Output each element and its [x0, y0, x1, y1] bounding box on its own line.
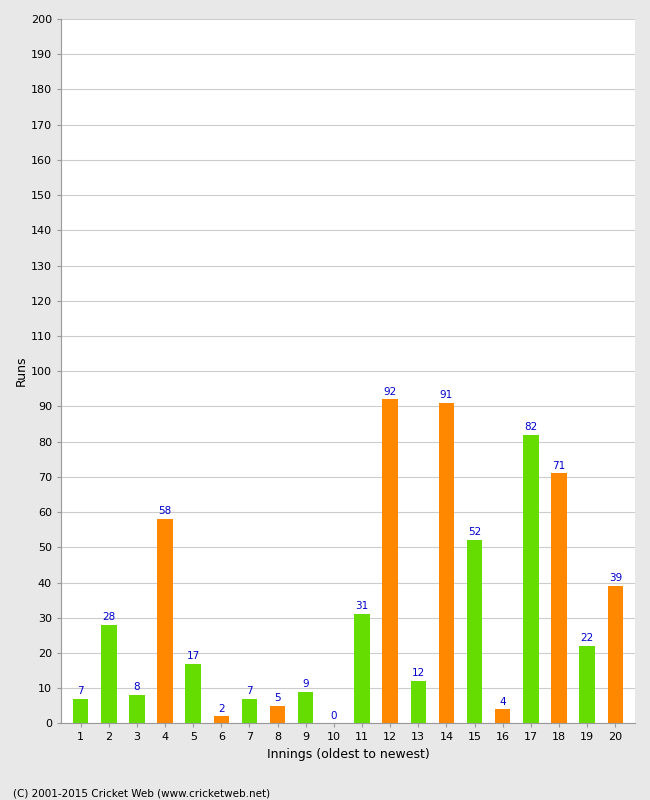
Bar: [129, 695, 145, 723]
Bar: [214, 716, 229, 723]
Text: 31: 31: [356, 602, 369, 611]
Text: 91: 91: [440, 390, 453, 400]
Text: 9: 9: [302, 679, 309, 689]
Text: (C) 2001-2015 Cricket Web (www.cricketweb.net): (C) 2001-2015 Cricket Web (www.cricketwe…: [13, 788, 270, 798]
Text: 71: 71: [552, 461, 566, 470]
Bar: [73, 698, 88, 723]
Text: 92: 92: [384, 386, 396, 397]
Text: 39: 39: [608, 574, 622, 583]
Text: 5: 5: [274, 693, 281, 703]
Text: 8: 8: [134, 682, 140, 693]
Text: 2: 2: [218, 703, 225, 714]
Text: 22: 22: [580, 633, 594, 643]
Text: 0: 0: [331, 710, 337, 721]
Text: 82: 82: [525, 422, 538, 432]
Y-axis label: Runs: Runs: [15, 356, 28, 386]
Text: 7: 7: [246, 686, 253, 696]
Text: 52: 52: [468, 527, 481, 538]
Bar: [382, 399, 398, 723]
Bar: [551, 474, 567, 723]
Bar: [467, 540, 482, 723]
Bar: [270, 706, 285, 723]
Bar: [157, 519, 173, 723]
Bar: [495, 710, 510, 723]
Bar: [411, 681, 426, 723]
Bar: [242, 698, 257, 723]
Text: 17: 17: [187, 650, 200, 661]
Text: 4: 4: [499, 697, 506, 706]
X-axis label: Innings (oldest to newest): Innings (oldest to newest): [266, 748, 430, 761]
Bar: [579, 646, 595, 723]
Bar: [354, 614, 370, 723]
Text: 28: 28: [102, 612, 116, 622]
Bar: [523, 434, 539, 723]
Bar: [101, 625, 116, 723]
Bar: [298, 692, 313, 723]
Bar: [185, 663, 201, 723]
Bar: [608, 586, 623, 723]
Bar: [439, 403, 454, 723]
Text: 7: 7: [77, 686, 84, 696]
Text: 58: 58: [159, 506, 172, 516]
Text: 12: 12: [411, 668, 425, 678]
